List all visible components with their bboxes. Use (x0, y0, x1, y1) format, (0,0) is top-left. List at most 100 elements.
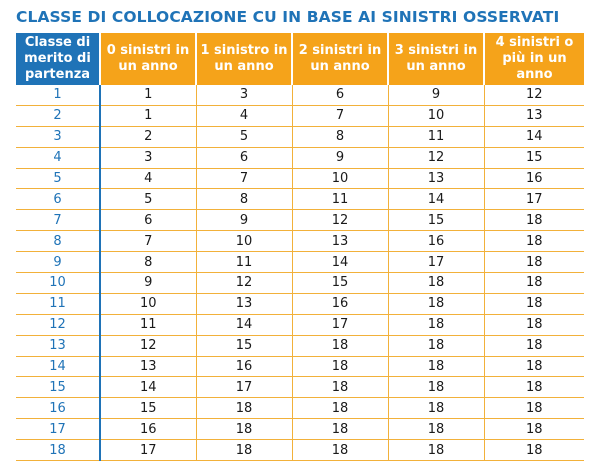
claims-1-cell: 9 (196, 209, 293, 232)
starting-class-cell: 17 (16, 418, 101, 441)
claims-2-cell: 15 (292, 272, 389, 294)
starting-class-cell: 2 (16, 105, 101, 127)
claims-0-cell: 7 (100, 230, 197, 253)
claims-3-cell: 18 (388, 418, 485, 441)
claims-1-cell: 18 (196, 418, 293, 441)
claims-2-cell: 11 (292, 188, 389, 211)
starting-class-cell: 7 (16, 209, 101, 232)
header-4-plus-claims: 4 sinistri o più in un anno (484, 33, 584, 85)
table-title: CLASSE DI COLLOCAZIONE CU IN BASE AI SIN… (16, 8, 560, 26)
claims-3-cell: 18 (388, 376, 485, 399)
claims-3-cell: 12 (388, 147, 485, 169)
claims-4plus-cell: 18 (484, 397, 584, 420)
table-row: 1 1 3 6 9 12 (16, 85, 584, 106)
starting-class-cell: 12 (16, 314, 101, 336)
claims-0-cell: 8 (100, 251, 197, 274)
starting-class-cell: 13 (16, 335, 101, 357)
claims-1-cell: 7 (196, 168, 293, 190)
claims-4plus-cell: 12 (484, 85, 584, 106)
claims-4plus-cell: 18 (484, 418, 584, 441)
claims-2-cell: 9 (292, 147, 389, 169)
claims-1-cell: 3 (196, 85, 293, 106)
claims-3-cell: 18 (388, 314, 485, 336)
claims-1-cell: 8 (196, 188, 293, 211)
claims-4plus-cell: 18 (484, 439, 584, 462)
claims-2-cell: 6 (292, 85, 389, 106)
claims-4plus-cell: 18 (484, 314, 584, 336)
claims-0-cell: 12 (100, 335, 197, 357)
claims-1-cell: 18 (196, 397, 293, 420)
claims-3-cell: 14 (388, 188, 485, 211)
header-starting-class: Classe di merito di partenza (16, 33, 101, 85)
claims-1-cell: 18 (196, 439, 293, 462)
claims-0-cell: 11 (100, 314, 197, 336)
starting-class-cell: 3 (16, 126, 101, 148)
table-row: 11 10 13 16 18 18 (16, 293, 584, 315)
header-1-claim: 1 sinistro in un anno (196, 33, 293, 85)
table-row: 7 6 9 12 15 18 (16, 209, 584, 232)
claims-2-cell: 17 (292, 314, 389, 336)
table-row: 16 15 18 18 18 18 (16, 397, 584, 420)
header-row: Classe di merito di partenza 0 sinistri … (16, 33, 584, 85)
table-row: 2 1 4 7 10 13 (16, 105, 584, 127)
header-2-claims: 2 sinistri in un anno (292, 33, 389, 85)
claims-4plus-cell: 14 (484, 126, 584, 148)
starting-class-cell: 14 (16, 356, 101, 378)
table-row: 9 8 11 14 17 18 (16, 251, 584, 274)
table-row: 15 14 17 18 18 18 (16, 376, 584, 399)
table-row: 13 12 15 18 18 18 (16, 335, 584, 357)
claims-0-cell: 4 (100, 168, 197, 190)
table-row: 17 16 18 18 18 18 (16, 418, 584, 441)
claims-1-cell: 10 (196, 230, 293, 253)
claims-2-cell: 18 (292, 356, 389, 378)
claims-0-cell: 1 (100, 105, 197, 127)
claims-4plus-cell: 16 (484, 168, 584, 190)
starting-class-cell: 15 (16, 376, 101, 399)
claims-1-cell: 15 (196, 335, 293, 357)
table-row: 5 4 7 10 13 16 (16, 168, 584, 190)
claims-0-cell: 1 (100, 85, 197, 106)
claims-2-cell: 18 (292, 335, 389, 357)
claims-3-cell: 18 (388, 356, 485, 378)
claims-2-cell: 8 (292, 126, 389, 148)
claims-4plus-cell: 18 (484, 251, 584, 274)
starting-class-cell: 9 (16, 251, 101, 274)
claims-2-cell: 18 (292, 418, 389, 441)
claims-3-cell: 18 (388, 397, 485, 420)
claims-3-cell: 17 (388, 251, 485, 274)
claims-3-cell: 18 (388, 335, 485, 357)
table-row: 3 2 5 8 11 14 (16, 126, 584, 148)
claims-3-cell: 10 (388, 105, 485, 127)
claims-2-cell: 12 (292, 209, 389, 232)
claims-2-cell: 18 (292, 397, 389, 420)
claims-2-cell: 16 (292, 293, 389, 315)
starting-class-cell: 10 (16, 272, 101, 294)
claims-2-cell: 18 (292, 439, 389, 462)
claims-2-cell: 7 (292, 105, 389, 127)
claims-1-cell: 16 (196, 356, 293, 378)
claims-3-cell: 18 (388, 272, 485, 294)
claims-1-cell: 12 (196, 272, 293, 294)
claims-0-cell: 10 (100, 293, 197, 315)
claims-4plus-cell: 18 (484, 272, 584, 294)
claims-1-cell: 11 (196, 251, 293, 274)
starting-class-cell: 11 (16, 293, 101, 315)
claims-1-cell: 5 (196, 126, 293, 148)
starting-class-cell: 8 (16, 230, 101, 253)
table-row: 18 17 18 18 18 18 (16, 439, 584, 462)
starting-class-cell: 16 (16, 397, 101, 420)
table-row: 12 11 14 17 18 18 (16, 314, 584, 336)
starting-class-cell: 6 (16, 188, 101, 211)
table-row: 10 9 12 15 18 18 (16, 272, 584, 294)
header-3-claims: 3 sinistri in un anno (388, 33, 485, 85)
starting-class-cell: 5 (16, 168, 101, 190)
claims-4plus-cell: 18 (484, 209, 584, 232)
table-row: 14 13 16 18 18 18 (16, 356, 584, 378)
claims-0-cell: 14 (100, 376, 197, 399)
claims-4plus-cell: 18 (484, 376, 584, 399)
header-0-claims: 0 sinistri in un anno (100, 33, 197, 85)
table-body: 1 1 3 6 9 12 2 1 4 7 10 13 3 2 5 8 11 14 4 3 6 9 12 15 5 4 7 10 13 16… (16, 85, 584, 462)
claims-3-cell: 13 (388, 168, 485, 190)
bonus-malus-table: Classe di merito di partenza 0 sinistri … (16, 33, 584, 462)
claims-0-cell: 17 (100, 439, 197, 462)
